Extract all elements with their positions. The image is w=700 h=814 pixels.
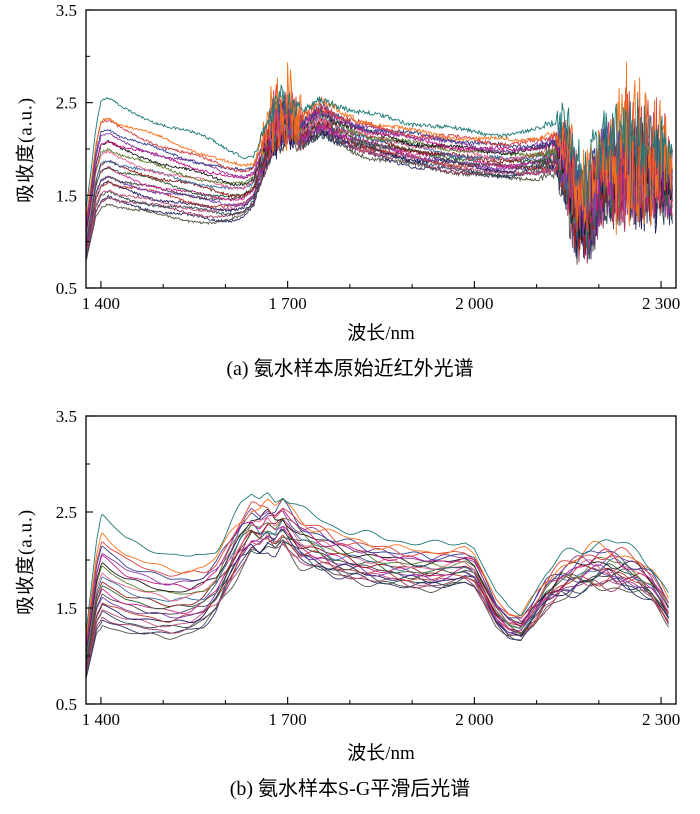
spectra-plot-a: 1 400 1 700 2 000 2 300 0.5 1.5 2.5 3.5 bbox=[56, 1, 680, 313]
spectra-plot-b: 1 400 1 700 2 000 2 300 0.5 1.5 2.5 3.5 bbox=[56, 407, 680, 729]
panel-b: 吸收度(a.u.) 1 400 1 700 2 000 2 300 0.5 1.5 2.5 3… bbox=[0, 404, 700, 814]
panel-a: 吸收度(a.u.) 1 400 1 700 2 000 2 300 0.5 1.5 2.5 3… bbox=[0, 0, 700, 404]
svg-text:2.5: 2.5 bbox=[56, 503, 77, 522]
svg-text:2 300: 2 300 bbox=[642, 294, 680, 313]
svg-text:0.5: 0.5 bbox=[56, 279, 77, 298]
svg-text:1 700: 1 700 bbox=[269, 710, 307, 729]
svg-text:2.5: 2.5 bbox=[56, 94, 77, 113]
svg-text:1.5: 1.5 bbox=[56, 186, 77, 205]
svg-text:3.5: 3.5 bbox=[56, 407, 77, 426]
caption-a: (a) 氨水样本原始近红外光谱 bbox=[226, 358, 474, 380]
svg-text:1 400: 1 400 bbox=[82, 710, 120, 729]
x-axis-title-a: 波长/nm bbox=[347, 323, 415, 344]
svg-text:1 400: 1 400 bbox=[82, 294, 120, 313]
svg-text:2 000: 2 000 bbox=[455, 710, 493, 729]
svg-text:2 000: 2 000 bbox=[455, 294, 493, 313]
svg-text:3.5: 3.5 bbox=[56, 1, 77, 20]
svg-text:0.5: 0.5 bbox=[56, 695, 77, 714]
svg-text:1.5: 1.5 bbox=[56, 599, 77, 618]
caption-b: (b) 氨水样本S-G平滑后光谱 bbox=[229, 778, 471, 800]
svg-text:2 300: 2 300 bbox=[642, 710, 680, 729]
svg-text:1 700: 1 700 bbox=[269, 294, 307, 313]
x-axis-title-b: 波长/nm bbox=[347, 743, 415, 764]
